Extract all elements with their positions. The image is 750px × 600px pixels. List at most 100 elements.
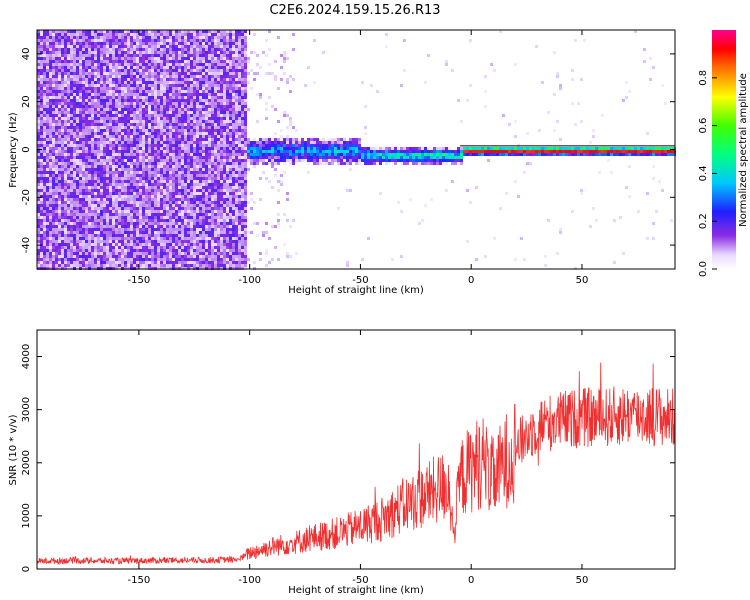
spectrogram-cell <box>85 174 88 177</box>
spectrogram-cell <box>52 144 55 147</box>
spectrogram-cell <box>139 156 142 159</box>
spectrogram-cell <box>208 186 211 189</box>
spectrogram-cell <box>151 111 154 114</box>
spectrogram-cell <box>100 54 103 57</box>
spectrogram-cell <box>106 192 109 195</box>
spectrogram-cell <box>40 63 43 66</box>
spectrogram-cell <box>103 33 106 36</box>
spectrogram-cell <box>112 165 115 168</box>
spectrogram-cell <box>166 78 169 81</box>
spectrogram-cell <box>151 237 154 240</box>
spectrogram-cell <box>112 258 115 261</box>
spectrogram-cell <box>94 60 97 63</box>
spectrogram-cell <box>169 210 172 213</box>
spectrogram-cell <box>148 198 151 201</box>
spectrogram-cell <box>82 123 85 126</box>
spectrogram-cell <box>220 249 223 252</box>
spectrogram-cell <box>151 42 154 45</box>
spectrogram-cell <box>124 72 127 75</box>
spectrogram-cell <box>67 60 70 63</box>
spectrogram-cell <box>106 237 109 240</box>
spectrogram-cell <box>52 255 55 258</box>
spectrogram-cell <box>124 114 127 117</box>
spectrogram-cell <box>55 213 58 216</box>
spectrogram-cell <box>133 252 136 255</box>
spectrogram-cell <box>211 252 214 255</box>
spectrogram-cell <box>79 120 82 123</box>
spectrogram-cell <box>166 198 169 201</box>
spectrogram-cell <box>43 132 46 135</box>
spectrogram-cell <box>115 132 118 135</box>
spectrogram-cell <box>202 132 205 135</box>
spectrogram-cell <box>109 261 112 264</box>
spectrogram-cell <box>208 165 211 168</box>
spectrogram-cell <box>58 39 61 42</box>
spectrogram-cell <box>109 54 112 57</box>
spectrogram-cell <box>91 261 94 264</box>
spectrogram-cell <box>109 69 112 72</box>
spectrogram-cell <box>73 99 76 102</box>
spectrogram-cell <box>61 84 64 87</box>
spectrogram-cell <box>193 225 196 228</box>
spectrogram-cell <box>70 219 73 222</box>
spectrogram-cell <box>139 258 142 261</box>
spectrogram-cell <box>109 48 112 51</box>
spectrogram-cell <box>160 195 163 198</box>
spectrogram-cell <box>163 129 166 132</box>
spectrogram-cell <box>55 93 58 96</box>
spectrogram-cell <box>151 198 154 201</box>
spectrogram-cell <box>58 51 61 54</box>
spectrogram-cell <box>103 198 106 201</box>
spectrogram-cell <box>139 228 142 231</box>
spectrogram-cell <box>103 87 106 90</box>
spectrogram-cell <box>169 72 172 75</box>
spectrogram-cell <box>55 96 58 99</box>
spectrogram-cell <box>178 126 181 129</box>
spectrogram-cell <box>178 81 181 84</box>
spectrogram-cell <box>151 138 154 141</box>
spectrogram-cell <box>58 240 61 243</box>
spectrogram-cell <box>190 210 193 213</box>
spectrogram-cell <box>43 51 46 54</box>
spectrogram-cell <box>223 102 226 105</box>
spectrogram-cell <box>103 48 106 51</box>
spectrogram-cell <box>211 63 214 66</box>
spectrogram-cell <box>148 111 151 114</box>
spectrogram-cell <box>70 156 73 159</box>
spectrogram-cell <box>223 72 226 75</box>
spectrogram-cell <box>46 87 49 90</box>
spectrogram-cell <box>64 96 67 99</box>
spectrogram-cell <box>142 249 145 252</box>
spectrogram-cell <box>148 255 151 258</box>
spectrogram-cell <box>82 138 85 141</box>
spectrogram-cell <box>142 189 145 192</box>
spectrogram-cell <box>166 225 169 228</box>
spectrogram-cell <box>79 186 82 189</box>
spectrogram-cell <box>136 258 139 261</box>
spectrogram-cell <box>160 162 163 165</box>
spectrogram-cell <box>130 126 133 129</box>
spectrogram-cell <box>43 234 46 237</box>
spectrogram-cell <box>202 93 205 96</box>
spectrogram-cell <box>133 159 136 162</box>
spectrogram-cell <box>178 117 181 120</box>
spectrogram-cell <box>142 36 145 39</box>
spectrogram-cell <box>124 33 127 36</box>
spectrogram-cell <box>67 219 70 222</box>
spectrogram-cell <box>97 60 100 63</box>
spectrogram-cell <box>97 78 100 81</box>
spectrogram-cell <box>139 138 142 141</box>
spectrogram-cell <box>220 147 223 150</box>
spectrogram-cell <box>67 99 70 102</box>
spectrogram-cell <box>55 159 58 162</box>
spectrogram-cell <box>106 162 109 165</box>
spectrogram-cell <box>214 147 217 150</box>
spectrogram-cell <box>127 174 130 177</box>
spectrogram-cell <box>184 192 187 195</box>
spectrogram-cell <box>133 258 136 261</box>
spectrogram-cell <box>100 147 103 150</box>
spectrogram-cell <box>193 51 196 54</box>
spectrogram-cell <box>208 234 211 237</box>
spectrogram-cell <box>109 90 112 93</box>
spectrogram-cell <box>46 195 49 198</box>
